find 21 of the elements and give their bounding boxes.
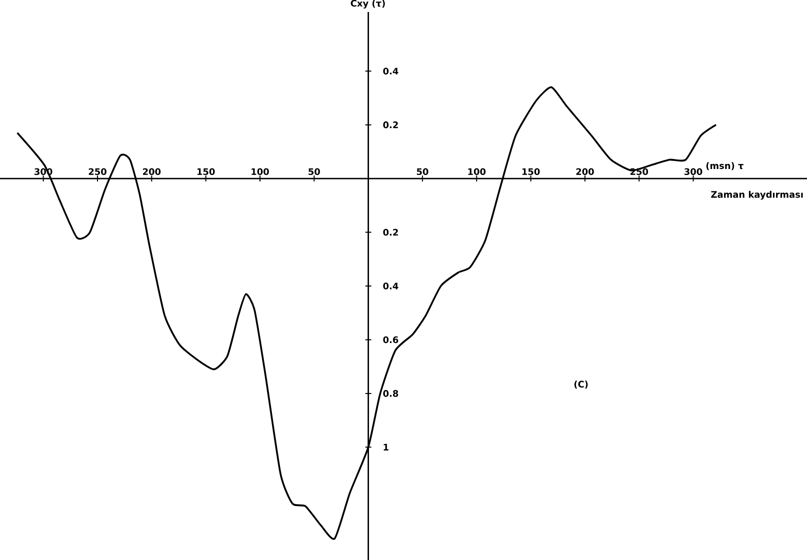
x-tick-label: 300 [684, 168, 702, 176]
x-tick-label: 200 [576, 168, 594, 176]
x-tick-label: 200 [142, 168, 161, 176]
y-tick-label: 1 [384, 444, 388, 450]
y-tick-label: 0.4 [383, 282, 398, 290]
y-tick-label: 0.2 [383, 228, 398, 236]
x-axis-title: (msn) τ [706, 162, 744, 170]
x-tick-label: 100 [468, 168, 486, 176]
x-tick-label: 50 [308, 168, 320, 176]
y-tick-label: 0.6 [383, 336, 398, 344]
x-tick-label: 250 [88, 168, 106, 176]
y-tick-label: 0.4 [383, 68, 398, 74]
x-tick-label: 150 [197, 168, 215, 176]
y-tick-label: 0.2 [383, 121, 398, 128]
y-axis-title: Cxy (τ) [350, 0, 385, 8]
x-tick-label: 50 [416, 168, 428, 176]
annotation: (C) [574, 380, 588, 389]
y-tick-label: 0.8 [383, 390, 398, 397]
annotation: Zaman kaydırması [711, 190, 803, 200]
x-tick-label: 150 [522, 168, 540, 176]
x-tick-label: 100 [252, 168, 269, 176]
